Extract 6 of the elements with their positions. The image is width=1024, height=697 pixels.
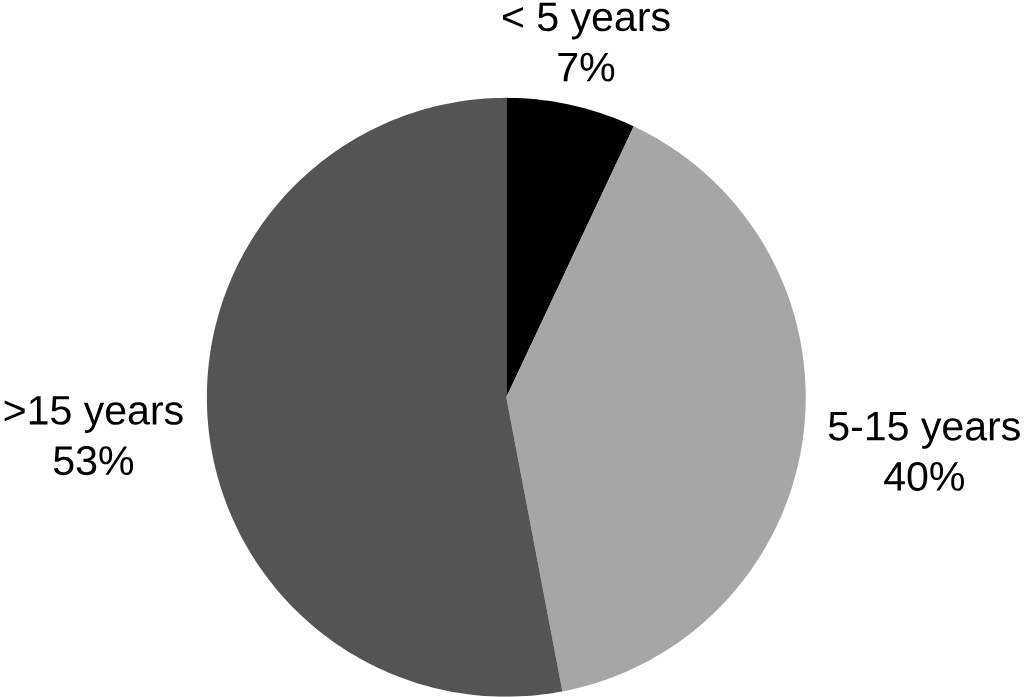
data-label: 40% [884, 462, 964, 492]
slice-label: < 5 years [502, 2, 670, 40]
slice-label: >15 years [4, 396, 183, 434]
data-label: 53% [53, 446, 134, 476]
data-label: 7% [558, 52, 615, 82]
slice-label: 5-15 years [828, 412, 1020, 449]
